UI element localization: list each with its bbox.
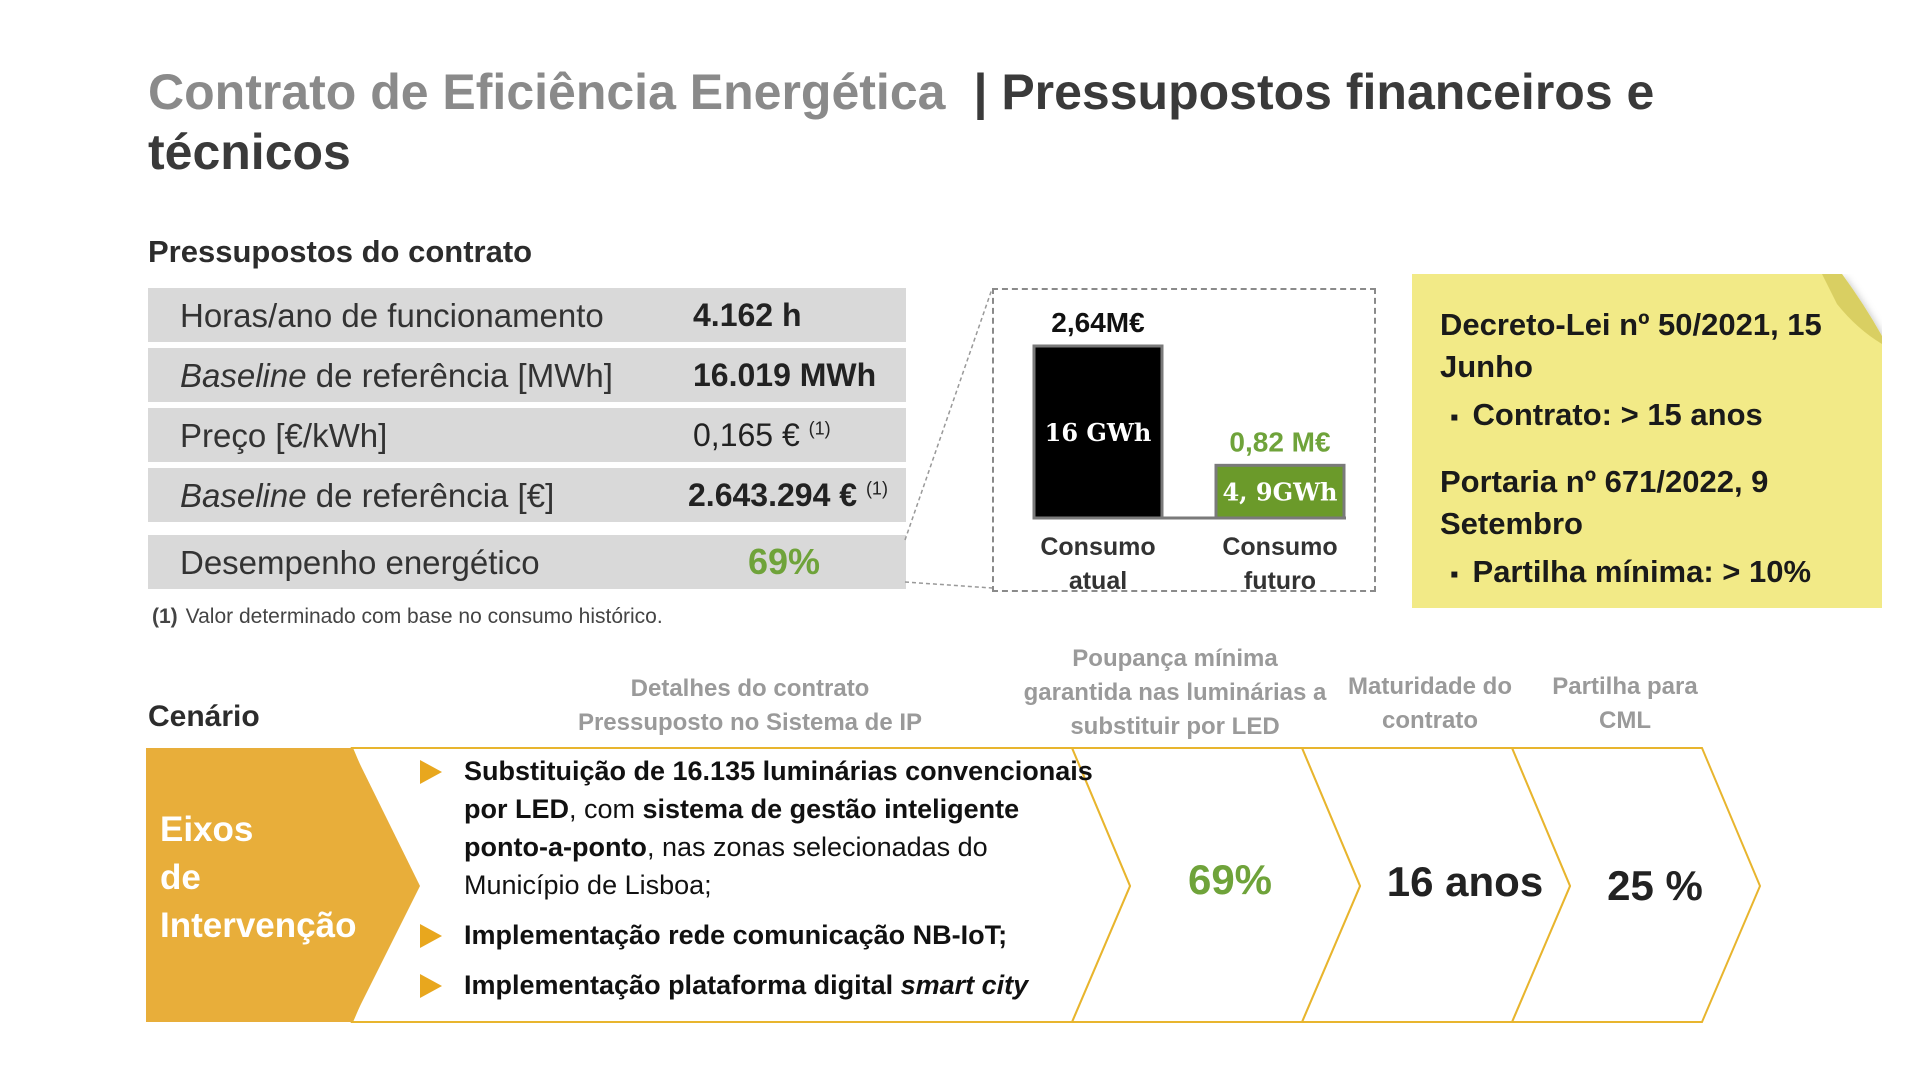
bar-top-label-0: 2,64M€ bbox=[1051, 307, 1145, 338]
savings-value: 69% bbox=[1187, 856, 1273, 903]
consumption-chart: 16 GWh 2,64M€ Consumo atual 4, 9GWh 0,82 M€ Co… bbox=[992, 288, 1376, 592]
col-head-share: Partilha para CML bbox=[1552, 673, 1698, 734]
param-label: Baseline de referência [€] bbox=[180, 477, 555, 514]
contract-details: Substituição de 16.135 luminárias conven… bbox=[420, 752, 1100, 1016]
param-row-performance: Desempenho energético 69% bbox=[148, 535, 906, 592]
param-row-baseline-mwh: Baseline de referência [MWh] 16.019 MWh bbox=[148, 348, 906, 405]
share-value: 25 % bbox=[1607, 862, 1703, 909]
note-shape bbox=[1412, 274, 1882, 608]
category-label-1: futuro bbox=[1244, 567, 1316, 590]
note-text: Decreto-Lei nº 50/2021, 15 Junho Contrat… bbox=[1440, 304, 1860, 596]
category-label-0: Consumo bbox=[1040, 533, 1155, 561]
param-value: 16.019 MWh bbox=[693, 357, 877, 393]
category-label-1: Consumo bbox=[1222, 533, 1337, 561]
page-title: Contrato de Eficiência Energética | Press… bbox=[148, 62, 1748, 182]
param-label: Horas/ano de funcionamento bbox=[180, 297, 604, 334]
chart-svg: 16 GWh 2,64M€ Consumo atual 4, 9GWh 0,82 M€ Co… bbox=[1032, 307, 1346, 590]
bar-1 bbox=[1214, 463, 1346, 520]
decree-bullet: Contrato: > 15 anos bbox=[1450, 394, 1860, 439]
legal-note: Decreto-Lei nº 50/2021, 15 Junho Contrat… bbox=[1412, 274, 1882, 608]
portaria-title: Portaria nº 671/2022, 9 Setembro bbox=[1440, 464, 1769, 541]
param-label: Desempenho energético bbox=[180, 544, 540, 581]
bullet-item: Implementação rede comunicação NB-IoT; bbox=[420, 916, 1100, 954]
col-head-maturity: Maturidade do contrato bbox=[1347, 673, 1512, 734]
param-label: Baseline de referência [MWh] bbox=[180, 357, 613, 394]
param-value: 69% bbox=[748, 541, 821, 582]
maturity-value: 16 anos bbox=[1386, 858, 1544, 905]
bar-0 bbox=[1032, 344, 1164, 520]
footnote: (1) Valor determinado com base no consumo… bbox=[152, 605, 663, 628]
col-head-savings: Poupança mínima garantida nas luminárias… bbox=[1023, 645, 1327, 740]
bar-label-0: 16 GWh bbox=[1045, 418, 1152, 447]
section-title: Pressupostos do contrato bbox=[148, 234, 533, 269]
connector-lines bbox=[904, 288, 993, 589]
param-value: 0,165 € (1) bbox=[693, 417, 831, 453]
title-part1: Contrato de Eficiência Energética bbox=[148, 64, 946, 120]
param-row-price: Preço [€/kWh] 0,165 € (1) bbox=[148, 408, 906, 465]
bullet-item: Substituição de 16.135 luminárias conven… bbox=[420, 752, 1100, 904]
col-head-details: Detalhes do contrato Pressuposto no Sist… bbox=[577, 675, 923, 736]
param-value: 2.643.294 € (1) bbox=[688, 477, 888, 513]
axis-label: Eixos de Intervenção bbox=[160, 810, 357, 945]
param-row-baseline-eur: Baseline de referência [€] 2.643.294 € (… bbox=[148, 468, 906, 525]
param-row-hours: Horas/ano de funcionamento 4.162 h bbox=[148, 288, 906, 345]
bar-top-label-1: 0,82 M€ bbox=[1229, 426, 1331, 457]
category-label-0: atual bbox=[1069, 567, 1127, 590]
bullet-item: Implementação plataforma digital smart c… bbox=[420, 966, 1100, 1004]
scenario-label: Cenário bbox=[148, 700, 260, 733]
title-part2: | Pressupostos financeiros e técnicos bbox=[148, 64, 1655, 180]
portaria-bullet: Partilha mínima: > 10% bbox=[1450, 551, 1860, 596]
bar-label-1: 4, 9GWh bbox=[1222, 478, 1337, 507]
param-value: 4.162 h bbox=[693, 297, 802, 333]
param-label: Preço [€/kWh] bbox=[180, 417, 388, 454]
decree-title: Decreto-Lei nº 50/2021, 15 Junho bbox=[1440, 307, 1822, 384]
